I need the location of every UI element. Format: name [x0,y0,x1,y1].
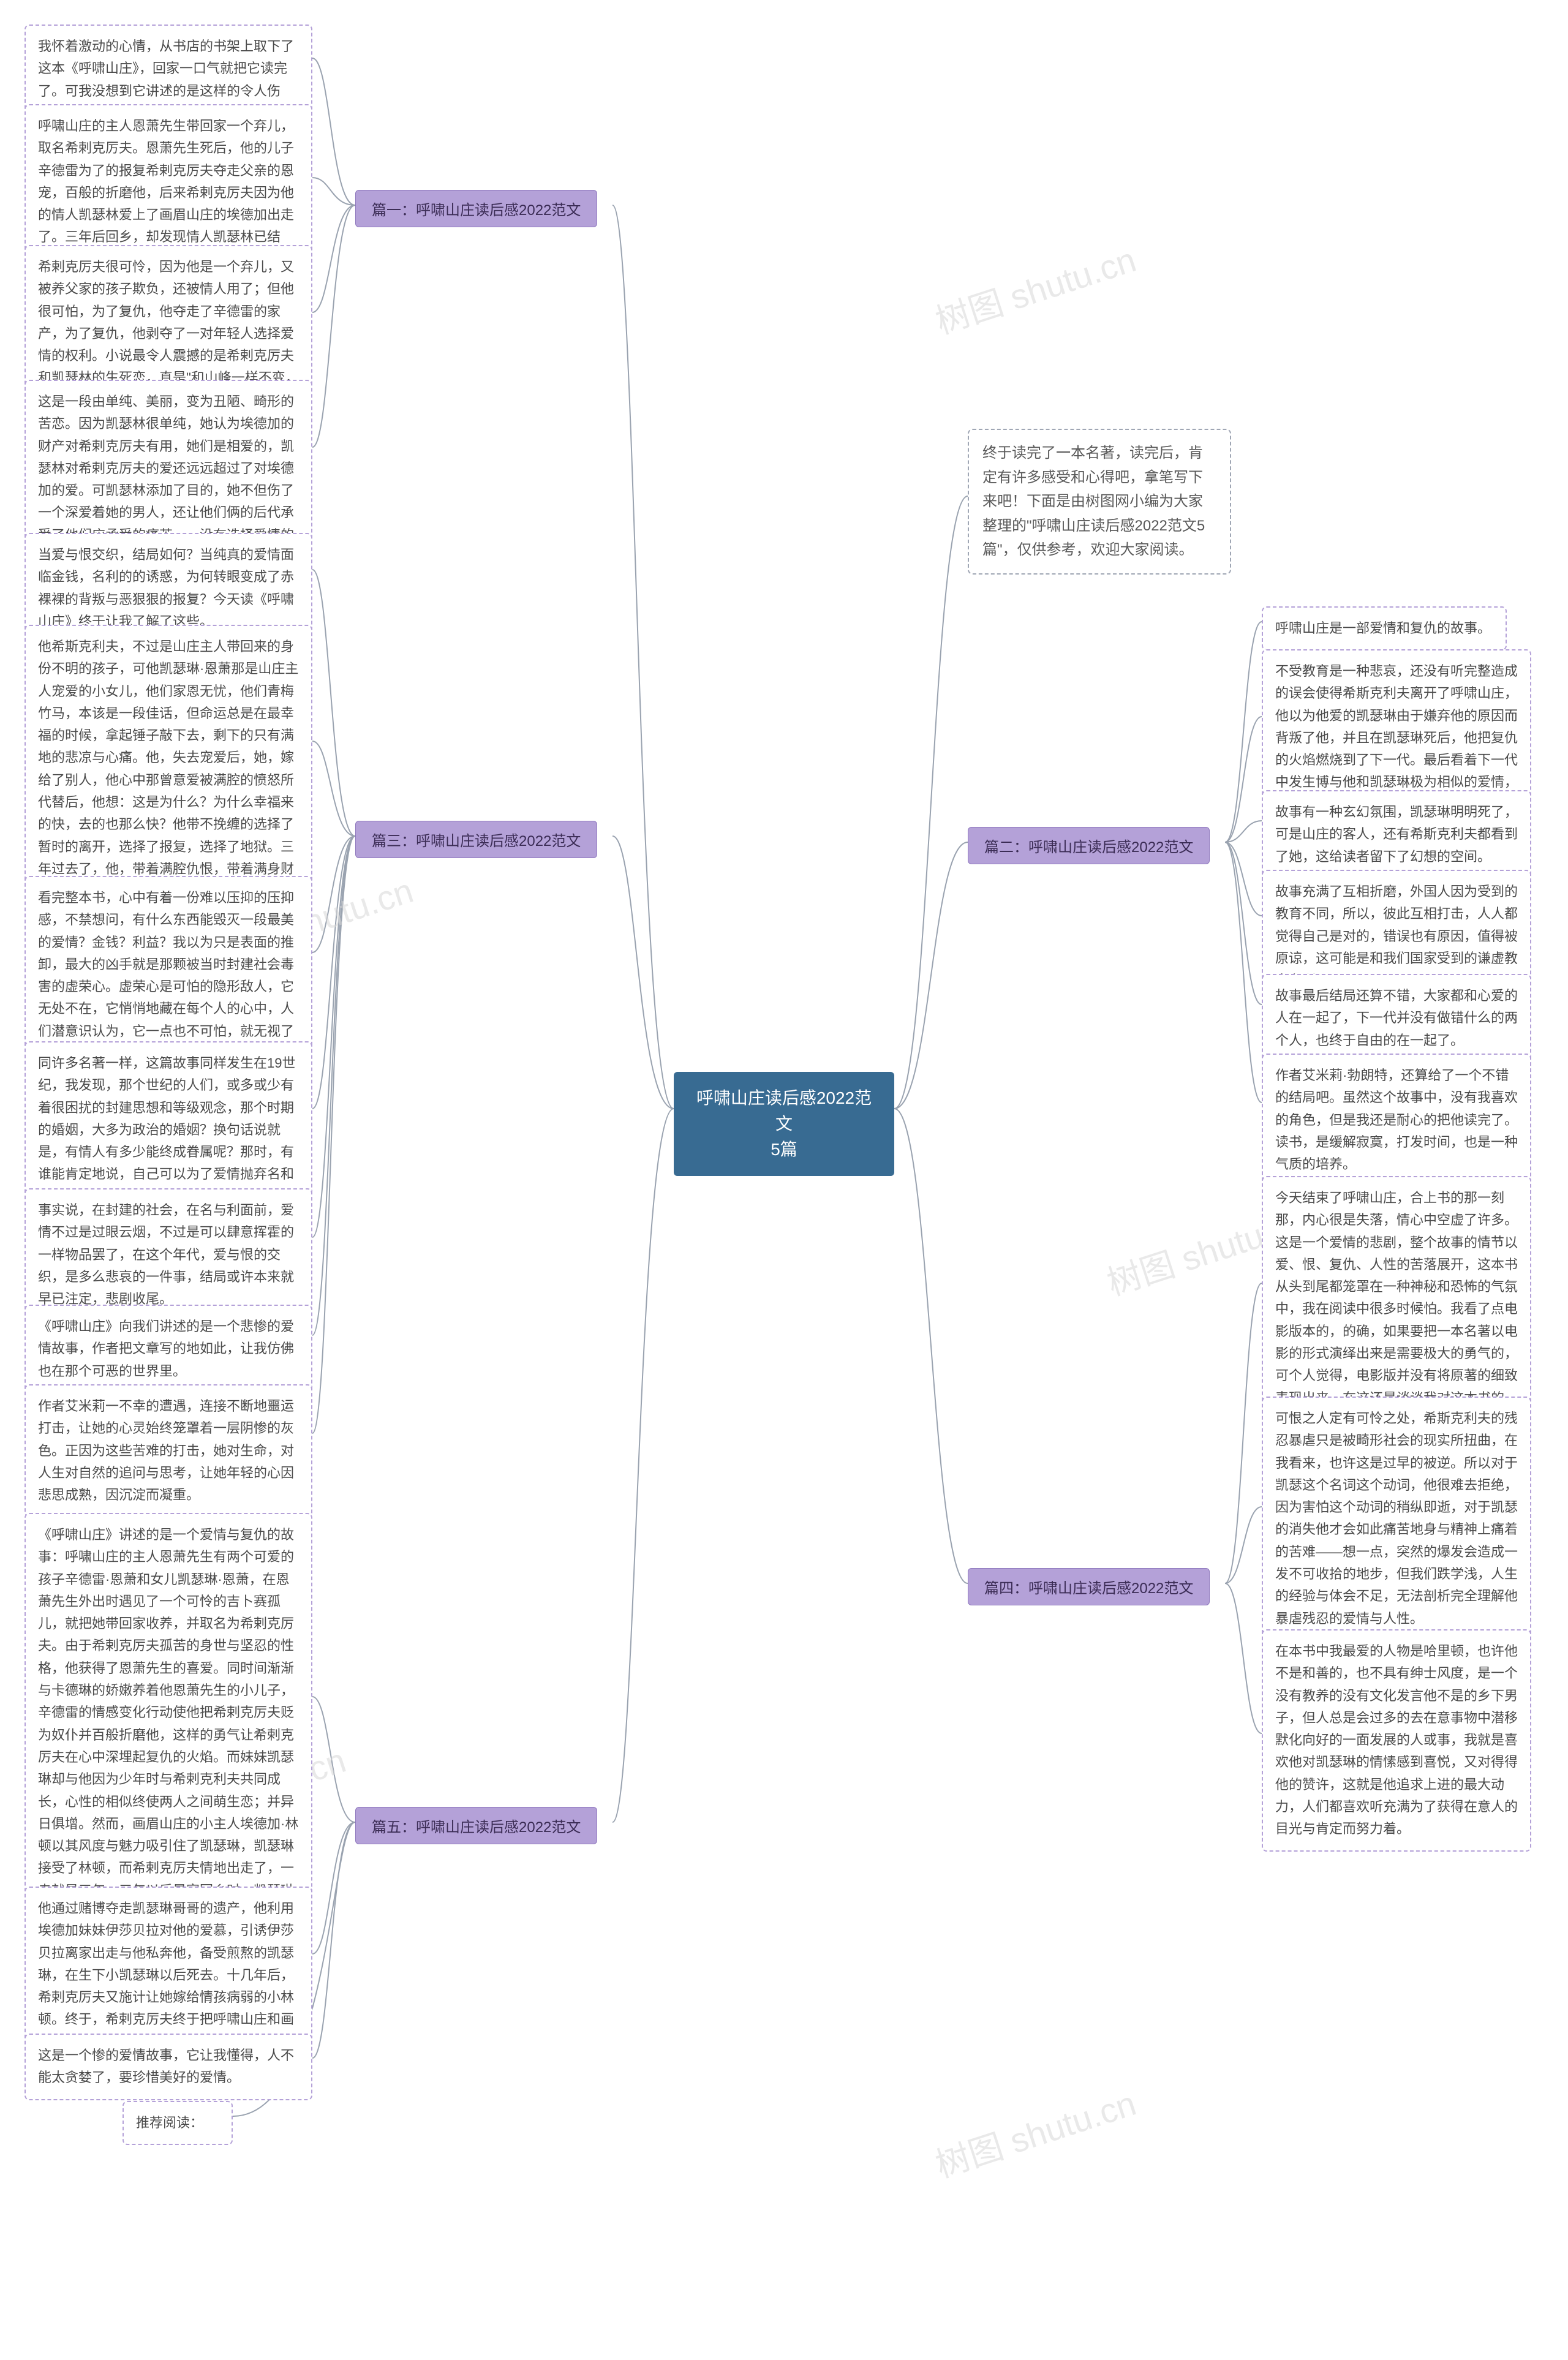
leaf-ch5-2: 这是一个惨的爱情故事，它让我懂得，人不能太贪婪了，要珍惜美好的爱情。 [24,2034,312,2100]
leaf-text: 事实说，在封建的社会，在名与利面前，爱情不过是过眼云烟，不过是可以肆意挥霍的一样… [38,1202,294,1306]
chapter-label: 篇四：呼啸山庄读后感2022范文 [984,1580,1193,1597]
chapter-ch4[interactable]: 篇四：呼啸山庄读后感2022范文 [968,1568,1210,1605]
leaf-text: 故事有一种玄幻氛围，凯瑟琳明明死了，可是山庄的客人，还有希斯克利夫都看到了她，这… [1275,804,1518,864]
leaf-ch2-2: 故事有一种玄幻氛围，凯瑟琳明明死了，可是山庄的客人，还有希斯克利夫都看到了她，这… [1262,790,1531,879]
leaf-text: 《呼啸山庄》向我们讲述的是一个悲惨的爱情故事，作者把文章写的地如此，让我仿佛也在… [38,1319,294,1379]
mindmap-canvas: 树图 shutu.cn树图 shutu.cn树图 shutu.cn树图 shut… [0,0,1568,2360]
chapter-ch3[interactable]: 篇三：呼啸山庄读后感2022范文 [355,821,597,858]
leaf-text: 作者艾米莉一不幸的遭遇，连接不断地噩运打击，让她的心灵始终笼罩着一层阴惨的灰色。… [38,1398,294,1502]
leaf-ch3-6: 作者艾米莉一不幸的遭遇，连接不断地噩运打击，让她的心灵始终笼罩着一层阴惨的灰色。… [24,1384,312,1517]
leaf-text: 在本书中我最爱的人物是哈里顿，也许他不是和善的，也不具有绅士风度，是一个没有教养… [1275,1643,1518,1836]
intro-text: 终于读完了一本名著，读完后，肯定有许多感受和心得吧，拿笔写下来吧！下面是由树图网… [982,445,1205,558]
leaf-text: 今天结束了呼啸山庄，合上书的那一刻那，内心很是失落，情心中空虚了许多。这是一个爱… [1275,1190,1518,1428]
leaf-ch3-4: 事实说，在封建的社会，在名与利面前，爱情不过是过眼云烟，不过是可以肆意挥霍的一样… [24,1188,312,1321]
leaf-text: 呼啸山庄是一部爱情和复仇的故事。 [1275,620,1491,636]
leaf-text: 故事充满了互相折磨，外国人因为受到的教育不同，所以，彼此互相打击，人人都觉得自己… [1275,884,1518,988]
root-node: 呼啸山庄读后感2022范文 5篇 [674,1072,894,1176]
watermark: 树图 shutu.cn [929,233,1142,344]
leaf-text: 作者艾米莉·勃朗特，还算给了一个不错的结局吧。虽然这个故事中，没有我喜欢的角色，… [1275,1068,1518,1172]
leaf-text: 这是一个惨的爱情故事，它让我懂得，人不能太贪婪了，要珍惜美好的爱情。 [38,2048,294,2085]
leaf-ch5-3: 推荐阅读： [123,2101,233,2145]
chapter-label: 篇三：呼啸山庄读后感2022范文 [372,833,581,850]
leaf-ch2-4: 故事最后结局还算不错，大家都和心爱的人在一起了，下一代并没有做错什么的两个人，也… [1262,974,1531,1063]
chapter-ch5[interactable]: 篇五：呼啸山庄读后感2022范文 [355,1807,597,1844]
chapter-label: 篇五：呼啸山庄读后感2022范文 [372,1819,581,1836]
leaf-text: 同许多名著一样，这篇故事同样发生在19世纪，我发现，那个世纪的人们，或多或少有着… [38,1055,295,1204]
chapter-ch2[interactable]: 篇二：呼啸山庄读后感2022范文 [968,827,1210,864]
leaf-ch2-0: 呼啸山庄是一部爱情和复仇的故事。 [1262,606,1507,650]
root-title-line1: 呼啸山庄读后感2022范文 [696,1088,872,1133]
leaf-text: 推荐阅读： [136,2115,203,2130]
leaf-text: 故事最后结局还算不错，大家都和心爱的人在一起了，下一代并没有做错什么的两个人，也… [1275,988,1518,1048]
root-title-line2: 5篇 [771,1140,797,1159]
leaf-ch4-2: 在本书中我最爱的人物是哈里顿，也许他不是和善的，也不具有绅士风度，是一个没有教养… [1262,1629,1531,1852]
leaf-ch3-5: 《呼啸山庄》向我们讲述的是一个悲惨的爱情故事，作者把文章写的地如此，让我仿佛也在… [24,1305,312,1393]
leaf-ch4-1: 可恨之人定有可怜之处，希斯克利夫的残忍暴虐只是被畸形社会的现实所扭曲，在我看来，… [1262,1397,1531,1641]
leaf-text: 当爱与恨交织，结局如何？当纯真的爱情面临金钱，名利的的诱惑，为何转眼变成了赤裸裸… [38,547,294,629]
chapter-label: 篇一：呼啸山庄读后感2022范文 [372,202,581,219]
leaf-text: 可恨之人定有可怜之处，希斯克利夫的残忍暴虐只是被畸形社会的现实所扭曲，在我看来，… [1275,1411,1518,1626]
intro-summary: 终于读完了一本名著，读完后，肯定有许多感受和心得吧，拿笔写下来吧！下面是由树图网… [968,429,1231,575]
chapter-ch1[interactable]: 篇一：呼啸山庄读后感2022范文 [355,190,597,227]
watermark: 树图 shutu.cn [929,2076,1142,2188]
leaf-ch2-5: 作者艾米莉·勃朗特，还算给了一个不错的结局吧。虽然这个故事中，没有我喜欢的角色，… [1262,1054,1531,1186]
chapter-label: 篇二：呼啸山庄读后感2022范文 [984,839,1193,856]
